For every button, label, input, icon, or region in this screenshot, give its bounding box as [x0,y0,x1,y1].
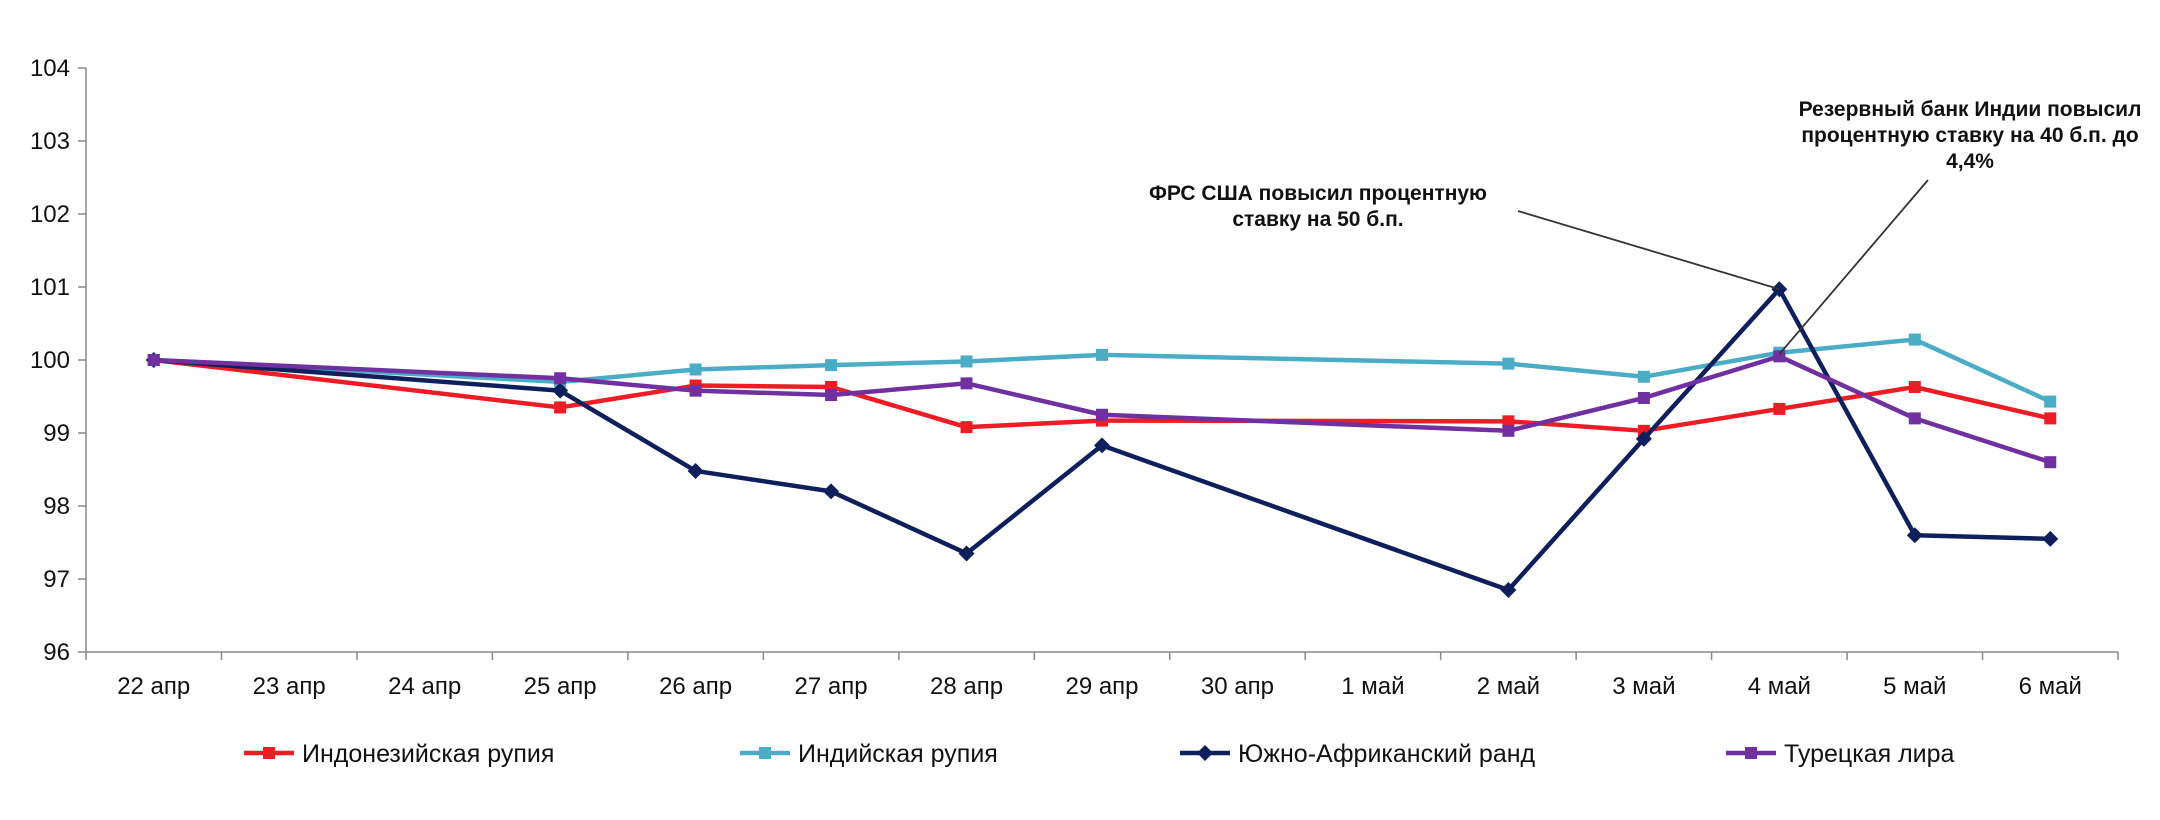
data-point [960,355,973,368]
x-tick-label: 4 май [1748,673,1811,700]
data-point [1637,391,1650,404]
legend-label: Турецкая лира [1784,740,1955,768]
data-point [1637,370,1650,383]
data-point [689,384,702,397]
data-point [960,421,973,434]
series-1 [147,354,2057,437]
data-point [1502,357,1515,370]
data-point [823,483,840,500]
x-tick-label: 29 апр [1065,673,1138,700]
y-tick-label: 103 [30,128,70,155]
y-tick-label: 98 [43,493,70,520]
annotation-2: Резервный банк Индии повысил процентную с… [1778,98,2142,355]
data-point [2044,412,2057,425]
data-point [825,389,838,402]
data-point [1906,527,1923,544]
x-tick-label: 30 апр [1201,673,1274,700]
data-point [1908,412,1921,425]
data-point [960,377,973,390]
data-point [689,363,702,376]
series-3 [145,281,2059,598]
legend-marker [1745,747,1757,759]
x-tick-label: 3 май [1612,673,1675,700]
legend-label: Южно-Африканский ранд [1238,740,1536,768]
y-tick-label: 102 [30,201,70,228]
x-tick-label: 24 апр [388,673,461,700]
y-tick-label: 101 [30,274,70,301]
chart-axes: 96 97 98 99 100 101 102 103 104 22 апр 23 апр 24 а… [30,55,2119,700]
legend-label: Индийская рупия [798,740,998,768]
annotation-text: Резервный банк Индии повысил [1799,98,2142,121]
data-point [1908,381,1921,394]
data-point [1773,350,1786,363]
data-point [1502,415,1515,428]
y-tick-label: 99 [43,420,70,447]
chart-annotations: ФРС США повысил процентную ставку на 50 б… [1149,98,2142,355]
chart-series [145,281,2059,598]
x-tick-label: 23 апр [253,673,326,700]
legend-item: Южно-Африканский ранд [1180,740,1536,768]
annotation-leader-line [1517,210,1780,291]
data-point [687,462,704,479]
legend-item: Индонезийская рупия [244,740,554,768]
x-tick-label: 26 апр [659,673,732,700]
data-point [825,359,838,372]
data-point [554,372,567,385]
data-point [2042,530,2059,547]
annotation-text: 4,4% [1946,150,1994,173]
legend-marker [263,747,275,759]
data-point [1502,424,1515,437]
data-point [1773,402,1786,415]
x-tick-label: 6 май [2019,673,2082,700]
data-point [554,401,567,414]
y-tick-label: 100 [30,347,70,374]
data-point [1908,333,1921,346]
annotation-text: процентную ставку на 40 б.п. до [1801,124,2138,147]
data-point [1094,437,1110,454]
data-point [958,545,975,562]
data-point [147,354,160,366]
data-point [1096,408,1108,421]
chart-legend: Индонезийская рупия Индийская рупия Южно-А… [244,740,1955,768]
x-tick-label: 25 апр [524,673,597,700]
y-tick-label: 104 [30,55,70,82]
data-point [552,382,569,399]
series-4 [147,350,2057,469]
data-point [2044,395,2057,408]
x-tick-label: 27 апр [795,673,868,700]
x-axis-ticks: 22 апр 23 апр 24 апр 25 апр 26 апр 27 апр 28 а… [85,652,2119,700]
data-point [1500,581,1517,598]
x-tick-label: 1 май [1341,673,1404,700]
legend-marker [759,747,771,759]
legend-marker [1197,745,1213,761]
annotation-text: ставку на 50 б.п. [1232,208,1403,231]
legend-label: Индонезийская рупия [302,740,554,768]
x-tick-label: 28 апр [930,673,1003,700]
data-point [2044,456,2057,469]
data-point [1635,430,1652,447]
y-tick-label: 97 [43,566,70,593]
annotation-text: ФРС США повысил процентную [1149,182,1487,205]
y-axis-ticks: 96 97 98 99 100 101 102 103 104 [30,55,86,666]
y-tick-label: 96 [43,639,70,666]
legend-item: Турецкая лира [1726,740,1955,768]
x-tick-label: 22 апр [117,673,190,700]
annotation-1: ФРС США повысил процентную ставку на 50 б… [1149,182,1780,291]
data-point [1096,348,1108,361]
annotation-leader-line [1778,179,1929,355]
x-tick-label: 2 май [1477,673,1540,700]
legend-item: Индийская рупия [740,740,998,768]
x-tick-label: 5 май [1883,673,1946,700]
